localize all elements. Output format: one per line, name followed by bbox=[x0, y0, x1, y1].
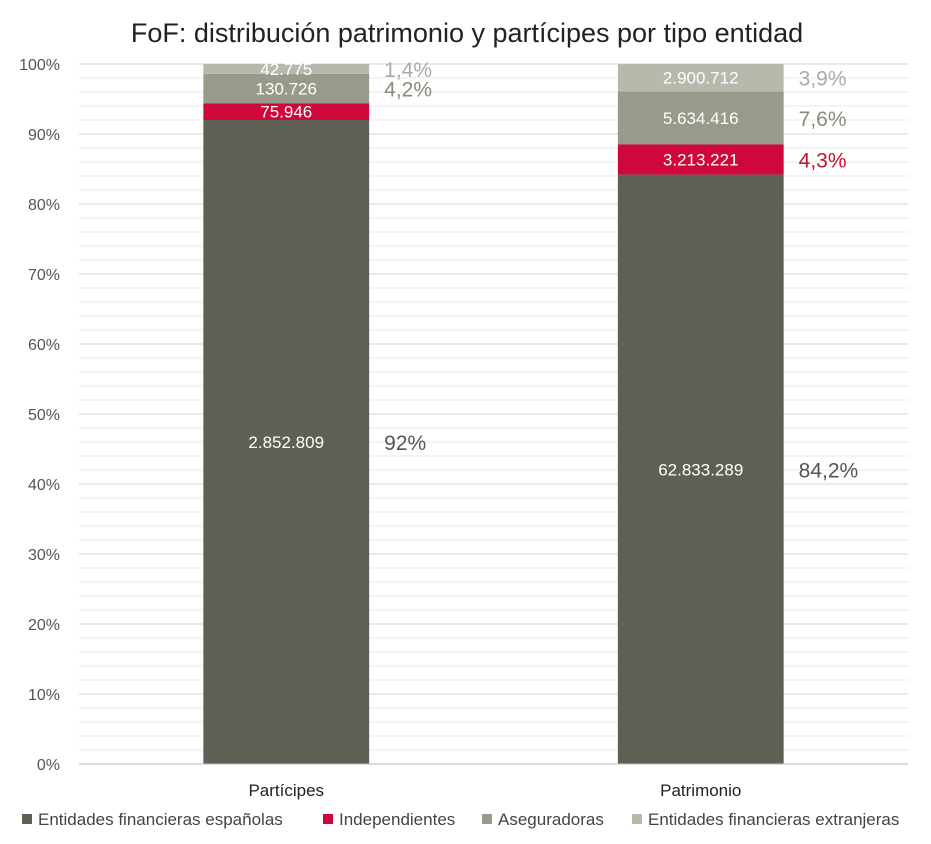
chart-title: FoF: distribución patrimonio y partícipe… bbox=[131, 18, 803, 48]
y-tick-label: 20% bbox=[28, 617, 60, 634]
bar-segment bbox=[617, 64, 784, 92]
legend-swatch bbox=[632, 814, 642, 824]
legend: Entidades financieras españolas Independi… bbox=[22, 810, 899, 829]
bar-value-label: 5.634.416 bbox=[663, 109, 739, 128]
y-tick-label: 10% bbox=[28, 687, 60, 704]
legend-label: Independientes bbox=[339, 810, 455, 829]
y-tick-label: 80% bbox=[28, 197, 60, 214]
bar-percent-label: 1,4% bbox=[384, 59, 432, 82]
y-axis-ticks: 0% 10% 20% 30% 40% 50% 60% 70% 80% 90% 100% bbox=[19, 57, 60, 774]
legend-swatch bbox=[482, 814, 492, 824]
y-tick-label: 100% bbox=[19, 57, 60, 74]
bar-segment bbox=[203, 120, 370, 764]
y-tick-label: 30% bbox=[28, 547, 60, 564]
y-tick-label: 60% bbox=[28, 337, 60, 354]
y-tick-label: 40% bbox=[28, 477, 60, 494]
legend-label: Aseguradoras bbox=[498, 810, 604, 829]
bar-percent-label: 3,9% bbox=[799, 68, 847, 91]
bar-value-label: 75.946 bbox=[260, 103, 312, 122]
bar-value-label: 2.900.712 bbox=[663, 69, 739, 88]
bars bbox=[203, 64, 784, 765]
bar-percent-label: 7,6% bbox=[799, 108, 847, 131]
legend-swatch bbox=[22, 814, 32, 824]
x-category-label: Partícipes bbox=[248, 781, 324, 800]
bar-percent-label: 92% bbox=[384, 432, 426, 455]
bar-segment bbox=[203, 103, 370, 120]
y-tick-label: 90% bbox=[28, 127, 60, 144]
bar-segment bbox=[203, 64, 370, 74]
x-category-label: Patrimonio bbox=[660, 781, 741, 800]
bar-value-label: 3.213.221 bbox=[663, 151, 739, 170]
bar-segment bbox=[617, 174, 784, 765]
y-tick-label: 50% bbox=[28, 407, 60, 424]
bar-segment bbox=[617, 91, 784, 145]
data-labels: 2.852.809 92% 75.946 130.726 4,2% 42.775 1,4% 6… bbox=[248, 59, 858, 482]
x-axis-categories: Partícipes Patrimonio bbox=[248, 781, 741, 800]
bar-percent-label: 84,2% bbox=[799, 459, 859, 482]
bar-percent-label: 4,2% bbox=[384, 79, 432, 102]
y-tick-label: 0% bbox=[37, 757, 60, 774]
bar-segment bbox=[203, 73, 370, 104]
legend-label: Entidades financieras españolas bbox=[38, 810, 283, 829]
bar-value-label: 42.775 bbox=[260, 60, 312, 79]
bar-segment bbox=[617, 144, 784, 175]
legend-swatch bbox=[323, 814, 333, 824]
bar-value-label: 130.726 bbox=[256, 80, 317, 99]
legend-label: Entidades financieras extranjeras bbox=[648, 810, 899, 829]
bar-value-label: 62.833.289 bbox=[658, 460, 743, 479]
y-tick-label: 70% bbox=[28, 267, 60, 284]
bar-value-label: 2.852.809 bbox=[248, 433, 324, 452]
bar-percent-label: 4,3% bbox=[799, 150, 847, 173]
